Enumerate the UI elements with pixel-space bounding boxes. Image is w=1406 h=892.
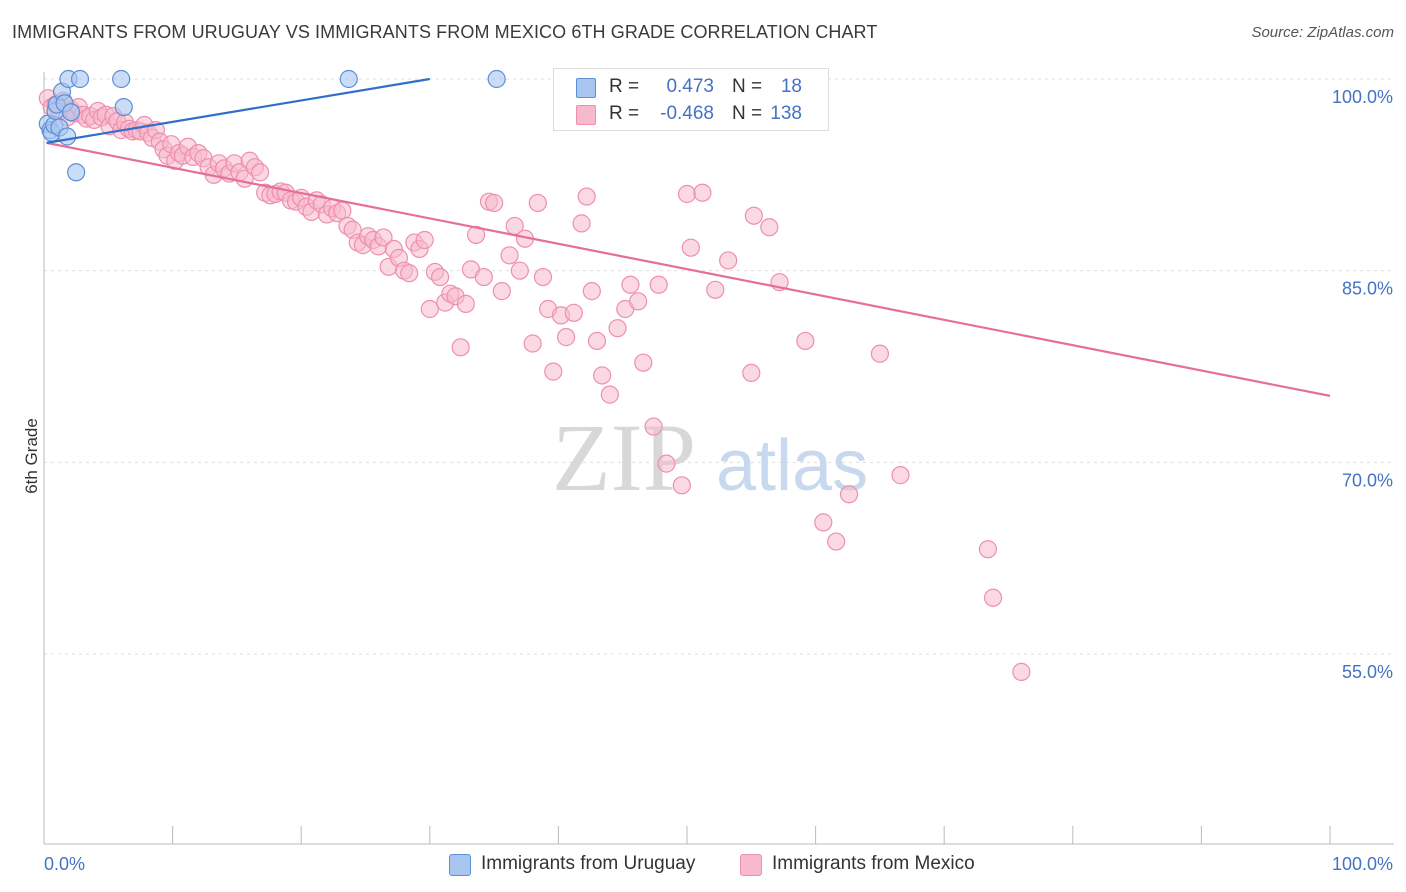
mexico-point xyxy=(415,230,434,250)
mexico-point xyxy=(451,338,470,357)
mexico-point xyxy=(374,228,393,247)
mexico-point xyxy=(657,454,676,473)
uruguay-point xyxy=(61,103,81,122)
mexico-point xyxy=(492,282,511,301)
legend-r-label: R = xyxy=(609,76,640,97)
legend-r-value-uruguay: 0.473 xyxy=(666,76,714,97)
mexico-point xyxy=(523,334,542,353)
chart-title: IMMIGRANTS FROM URUGUAY VS IMMIGRANTS FR… xyxy=(12,22,878,42)
label-layer: 100.0% 85.0% 70.0% 55.0% 0.0% 100.0% xyxy=(44,87,1393,874)
mexico-point xyxy=(760,218,779,237)
series-label-mexico: Immigrants from Mexico xyxy=(772,853,975,874)
uruguay-point xyxy=(487,69,506,89)
mexico-point xyxy=(533,267,553,287)
uruguay-point xyxy=(70,69,90,89)
mexico-point xyxy=(572,214,591,233)
mexico-point xyxy=(474,267,493,287)
mexico-point xyxy=(500,246,519,265)
watermark-zip: ZIP xyxy=(552,404,696,511)
mexico-point xyxy=(600,385,619,404)
mexico-point xyxy=(742,363,761,382)
legend-n-value-mexico: 138 xyxy=(770,103,802,124)
legend-n-value-uruguay: 18 xyxy=(780,76,802,97)
uruguay-point xyxy=(339,69,358,89)
y-tick-label: 70.0% xyxy=(1342,470,1393,490)
uruguay-point xyxy=(112,69,131,89)
watermark: ZIP atlas xyxy=(552,404,868,511)
mexico-point xyxy=(634,353,653,372)
mexico-point xyxy=(891,466,910,485)
mexico-point xyxy=(400,264,419,283)
uruguay-point xyxy=(58,127,77,146)
mexico-point xyxy=(719,251,738,270)
mexico-trend-line xyxy=(46,141,1331,397)
series-legend: Immigrants from Uruguay Immigrants from … xyxy=(0,852,1406,878)
mexico-point xyxy=(693,183,712,202)
mexico-point xyxy=(814,513,833,532)
mexico-point xyxy=(672,476,691,495)
mexico-point xyxy=(593,366,612,385)
mexico-point xyxy=(706,280,725,299)
mexico-point xyxy=(250,163,270,182)
series-swatch-uruguay xyxy=(449,854,471,876)
legend-r-label: R = xyxy=(609,103,640,124)
legend-n-label: N = xyxy=(732,76,763,97)
mexico-point xyxy=(510,261,529,280)
correlation-legend: R = 0.473 N = 18 R = -0.468 N = 138 xyxy=(553,68,829,131)
y-axis-title: 6th Grade xyxy=(22,418,41,494)
source-credit: Source: ZipAtlas.com xyxy=(1251,24,1394,41)
y-tick-label: 85.0% xyxy=(1342,279,1393,299)
uruguay-trend-line xyxy=(46,77,430,144)
uruguay-points xyxy=(38,69,506,182)
mexico-point xyxy=(978,540,998,559)
y-tick-label: 100.0% xyxy=(1332,87,1393,107)
mexico-point xyxy=(621,275,640,294)
mexico-point xyxy=(796,331,815,351)
mexico-point xyxy=(333,201,352,220)
series-swatch-mexico xyxy=(740,854,762,876)
mexico-point xyxy=(644,417,663,436)
mexico-point xyxy=(544,362,563,381)
mexico-point xyxy=(430,267,450,287)
mexico-point xyxy=(528,193,547,213)
legend-r-value-mexico: -0.468 xyxy=(660,103,714,124)
mexico-point xyxy=(681,238,700,257)
mexico-point xyxy=(564,303,583,322)
mexico-point xyxy=(557,328,576,347)
mexico-point xyxy=(485,193,504,213)
mexico-point xyxy=(608,319,627,338)
axis-layer xyxy=(43,72,1394,845)
x-tick-label: 100.0% xyxy=(1332,854,1393,874)
mexico-point xyxy=(744,206,763,225)
uruguay-point xyxy=(67,163,86,182)
x-tick-label: 0.0% xyxy=(44,854,85,874)
trend-layer xyxy=(46,77,1331,397)
mexico-point xyxy=(629,292,648,311)
mexico-point xyxy=(839,485,859,504)
mexico-point xyxy=(582,282,601,301)
legend-swatch-mexico xyxy=(576,105,596,125)
series-label-uruguay: Immigrants from Uruguay xyxy=(481,853,696,874)
mexico-point xyxy=(456,294,475,313)
legend-n-label: N = xyxy=(732,103,763,124)
legend-swatch-uruguay xyxy=(576,78,596,98)
mexico-point xyxy=(420,299,439,319)
uruguay-point xyxy=(114,98,133,117)
mexico-point xyxy=(577,187,596,206)
legend-row-mexico: R = -0.468 N = 138 xyxy=(554,100,828,128)
mexico-points xyxy=(38,89,1031,681)
mexico-point xyxy=(466,225,486,244)
mexico-point xyxy=(983,588,1003,607)
mexico-point xyxy=(870,344,890,363)
mexico-point xyxy=(677,184,697,204)
mexico-point xyxy=(1012,662,1031,681)
y-tick-label: 55.0% xyxy=(1342,662,1393,682)
legend-row-uruguay: R = 0.473 N = 18 xyxy=(554,73,828,101)
mexico-point xyxy=(587,331,607,351)
mexico-point xyxy=(827,532,846,551)
mexico-point xyxy=(649,275,668,294)
